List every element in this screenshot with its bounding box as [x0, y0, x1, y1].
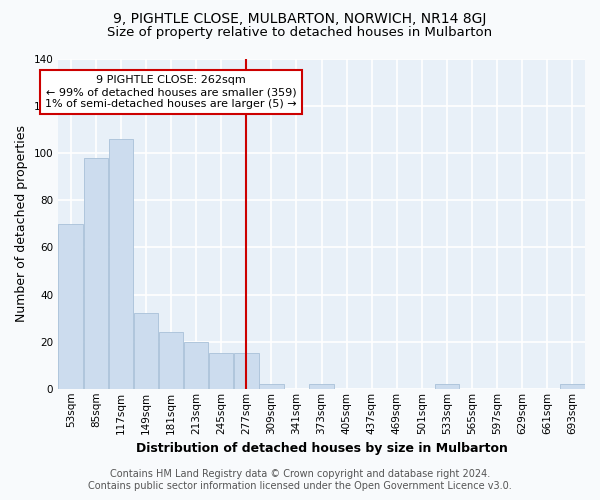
Bar: [109, 139, 133, 389]
Bar: [259, 384, 284, 389]
Bar: [234, 354, 259, 389]
Bar: [134, 314, 158, 389]
Bar: [159, 332, 183, 389]
Text: 9, PIGHTLE CLOSE, MULBARTON, NORWICH, NR14 8GJ: 9, PIGHTLE CLOSE, MULBARTON, NORWICH, NR…: [113, 12, 487, 26]
Bar: [83, 158, 108, 389]
Text: 9 PIGHTLE CLOSE: 262sqm
← 99% of detached houses are smaller (359)
1% of semi-de: 9 PIGHTLE CLOSE: 262sqm ← 99% of detache…: [45, 76, 297, 108]
X-axis label: Distribution of detached houses by size in Mulbarton: Distribution of detached houses by size …: [136, 442, 508, 455]
Text: Size of property relative to detached houses in Mulbarton: Size of property relative to detached ho…: [107, 26, 493, 39]
Bar: [58, 224, 83, 389]
Bar: [310, 384, 334, 389]
Bar: [435, 384, 459, 389]
Y-axis label: Number of detached properties: Number of detached properties: [15, 126, 28, 322]
Bar: [209, 354, 233, 389]
Text: Contains HM Land Registry data © Crown copyright and database right 2024.
Contai: Contains HM Land Registry data © Crown c…: [88, 470, 512, 491]
Bar: [184, 342, 208, 389]
Bar: [560, 384, 584, 389]
